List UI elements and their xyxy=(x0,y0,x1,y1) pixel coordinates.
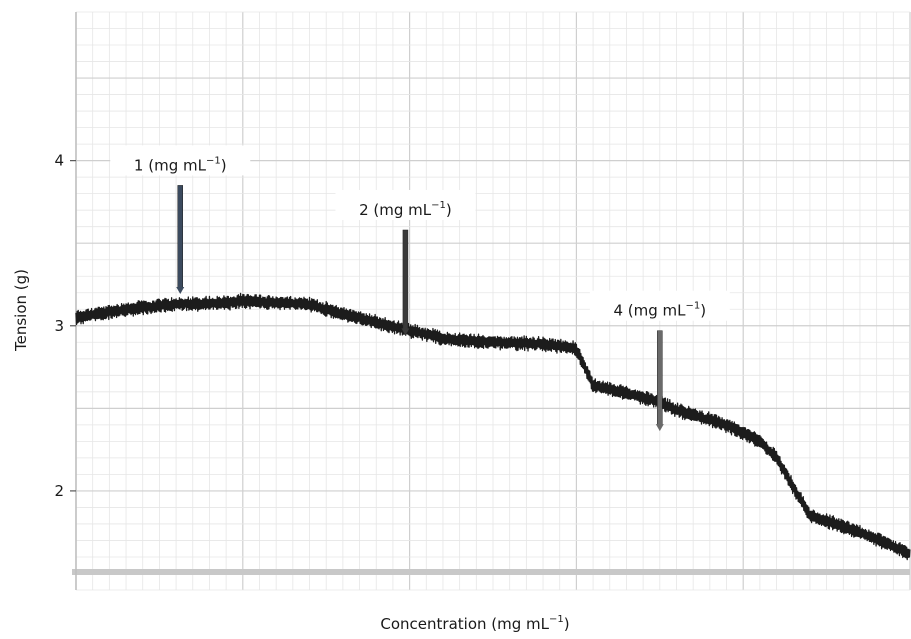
y-axis-title: Tension (g) xyxy=(12,269,30,352)
y-tick-label: 4 xyxy=(54,152,64,170)
annotations: 1 (mg mL−1)2 (mg mL−1)4 (mg mL−1) xyxy=(110,145,730,431)
y-tick-label: 2 xyxy=(54,482,64,500)
annotation-arrow-3 xyxy=(657,331,662,425)
annotation-arrow-1 xyxy=(178,185,183,288)
x-axis-title-superscript: −1 xyxy=(549,614,564,625)
y-ticks: 2 3 4 xyxy=(54,152,76,500)
annotation-arrowhead-3 xyxy=(656,424,664,431)
chart-baseline-bar xyxy=(72,569,910,575)
annotation-arrow-2 xyxy=(403,230,408,329)
x-axis-title: Concentration (mg mL−1) xyxy=(380,614,569,633)
y-tick-label: 3 xyxy=(54,317,64,335)
